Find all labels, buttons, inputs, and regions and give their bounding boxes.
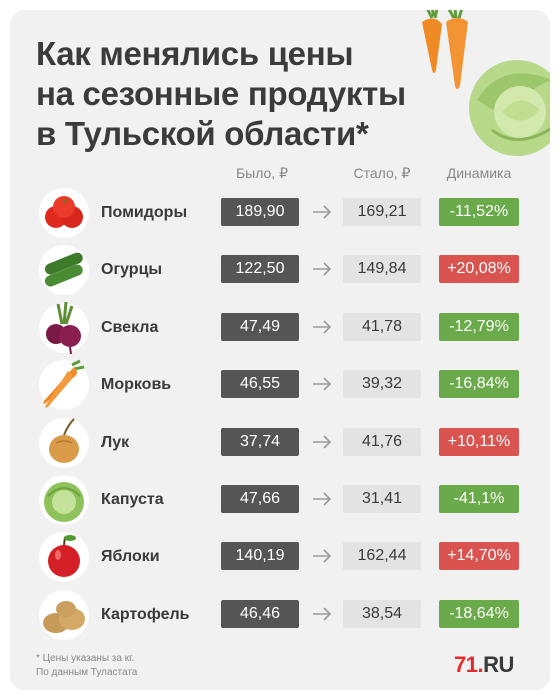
table-row: Помидоры 189,90 169,21 -11,52% xyxy=(10,188,550,238)
arrow-right-icon xyxy=(313,549,332,563)
product-name: Свекла xyxy=(101,318,159,336)
carrot-icon xyxy=(39,359,89,411)
title-line-1: Как менялись цены xyxy=(36,35,354,72)
beet-icon xyxy=(39,301,89,354)
logo-ru: RU xyxy=(483,652,514,677)
price-before: 47,66 xyxy=(221,485,299,513)
table-row: Яблоки 140,19 162,44 +14,70% xyxy=(10,532,550,583)
arrow-right-icon xyxy=(313,492,332,506)
apple-icon xyxy=(39,532,89,583)
product-name: Картофель xyxy=(101,605,190,623)
potato-icon xyxy=(39,589,89,640)
price-before: 37,74 xyxy=(221,427,299,456)
product-name: Капуста xyxy=(101,491,164,508)
carrots-decoration-icon xyxy=(422,10,468,89)
title-line-3: в Тульской области* xyxy=(36,115,369,152)
price-change-badge: -18,64% xyxy=(439,599,519,628)
price-after: 41,76 xyxy=(343,427,421,456)
tomato-icon xyxy=(39,188,89,238)
column-header-change: Динамика xyxy=(446,165,512,181)
product-name: Лук xyxy=(101,433,130,451)
onion-icon xyxy=(39,417,89,468)
price-change-badge: +20,08% xyxy=(439,255,519,284)
arrow-right-icon xyxy=(313,320,332,334)
footnote-source: По данным Туластата xyxy=(36,667,138,678)
column-header-after: Стало, ₽ xyxy=(353,165,411,181)
price-after: 162,44 xyxy=(343,542,421,571)
page-title: Как менялись цены на сезонные продукты в… xyxy=(36,34,436,154)
cucumber-icon xyxy=(39,245,89,296)
site-logo: 71.RU xyxy=(454,652,514,678)
cabbage-icon xyxy=(39,475,89,525)
price-before: 122,50 xyxy=(221,255,299,284)
arrow-right-icon xyxy=(313,435,332,449)
price-after: 41,78 xyxy=(343,312,421,341)
table-row: Огурцы 122,50 149,84 +20,08% xyxy=(10,245,550,296)
product-name: Морковь xyxy=(101,376,172,394)
table-row: Морковь 46,55 39,32 -16,84% xyxy=(10,359,550,411)
price-change-badge: +10,11% xyxy=(439,427,519,456)
infographic-card: Как менялись цены на сезонные продукты в… xyxy=(10,10,550,690)
cabbage-decoration-icon xyxy=(469,60,550,156)
table-row: Капуста 47,66 31,41 -41,1% xyxy=(10,475,550,525)
price-change-badge: -16,84% xyxy=(439,370,519,399)
price-change-badge: +14,70% xyxy=(439,542,519,571)
price-change-badge: -12,79% xyxy=(439,312,519,341)
product-name: Огурцы xyxy=(101,261,163,279)
product-name: Яблоки xyxy=(101,548,160,566)
logo-dot: . xyxy=(477,652,484,677)
price-before: 46,46 xyxy=(221,599,299,628)
column-header-before: Было, ₽ xyxy=(235,165,289,181)
title-line-2: на сезонные продукты xyxy=(36,75,406,112)
price-before: 46,55 xyxy=(221,370,299,399)
price-before: 47,49 xyxy=(221,312,299,341)
price-after: 149,84 xyxy=(343,255,421,284)
price-before: 140,19 xyxy=(221,542,299,571)
arrow-right-icon xyxy=(313,205,332,219)
product-name: Помидоры xyxy=(101,204,188,221)
price-after: 38,54 xyxy=(343,599,421,628)
footnote-unit: * Цены указаны за кг. xyxy=(36,653,135,664)
table-row: Картофель 46,46 38,54 -18,64% xyxy=(10,589,550,640)
arrow-right-icon xyxy=(313,262,332,276)
price-after: 169,21 xyxy=(343,198,421,226)
price-change-badge: -41,1% xyxy=(439,485,519,513)
price-after: 31,41 xyxy=(343,485,421,513)
table-row: Свекла 47,49 41,78 -12,79% xyxy=(10,301,550,354)
table-row: Лук 37,74 41,76 +10,11% xyxy=(10,417,550,468)
logo-number: 71 xyxy=(454,652,478,677)
price-change-badge: -11,52% xyxy=(439,198,519,226)
price-before: 189,90 xyxy=(221,198,299,226)
arrow-right-icon xyxy=(313,377,332,391)
arrow-right-icon xyxy=(313,607,332,621)
price-after: 39,32 xyxy=(343,370,421,399)
